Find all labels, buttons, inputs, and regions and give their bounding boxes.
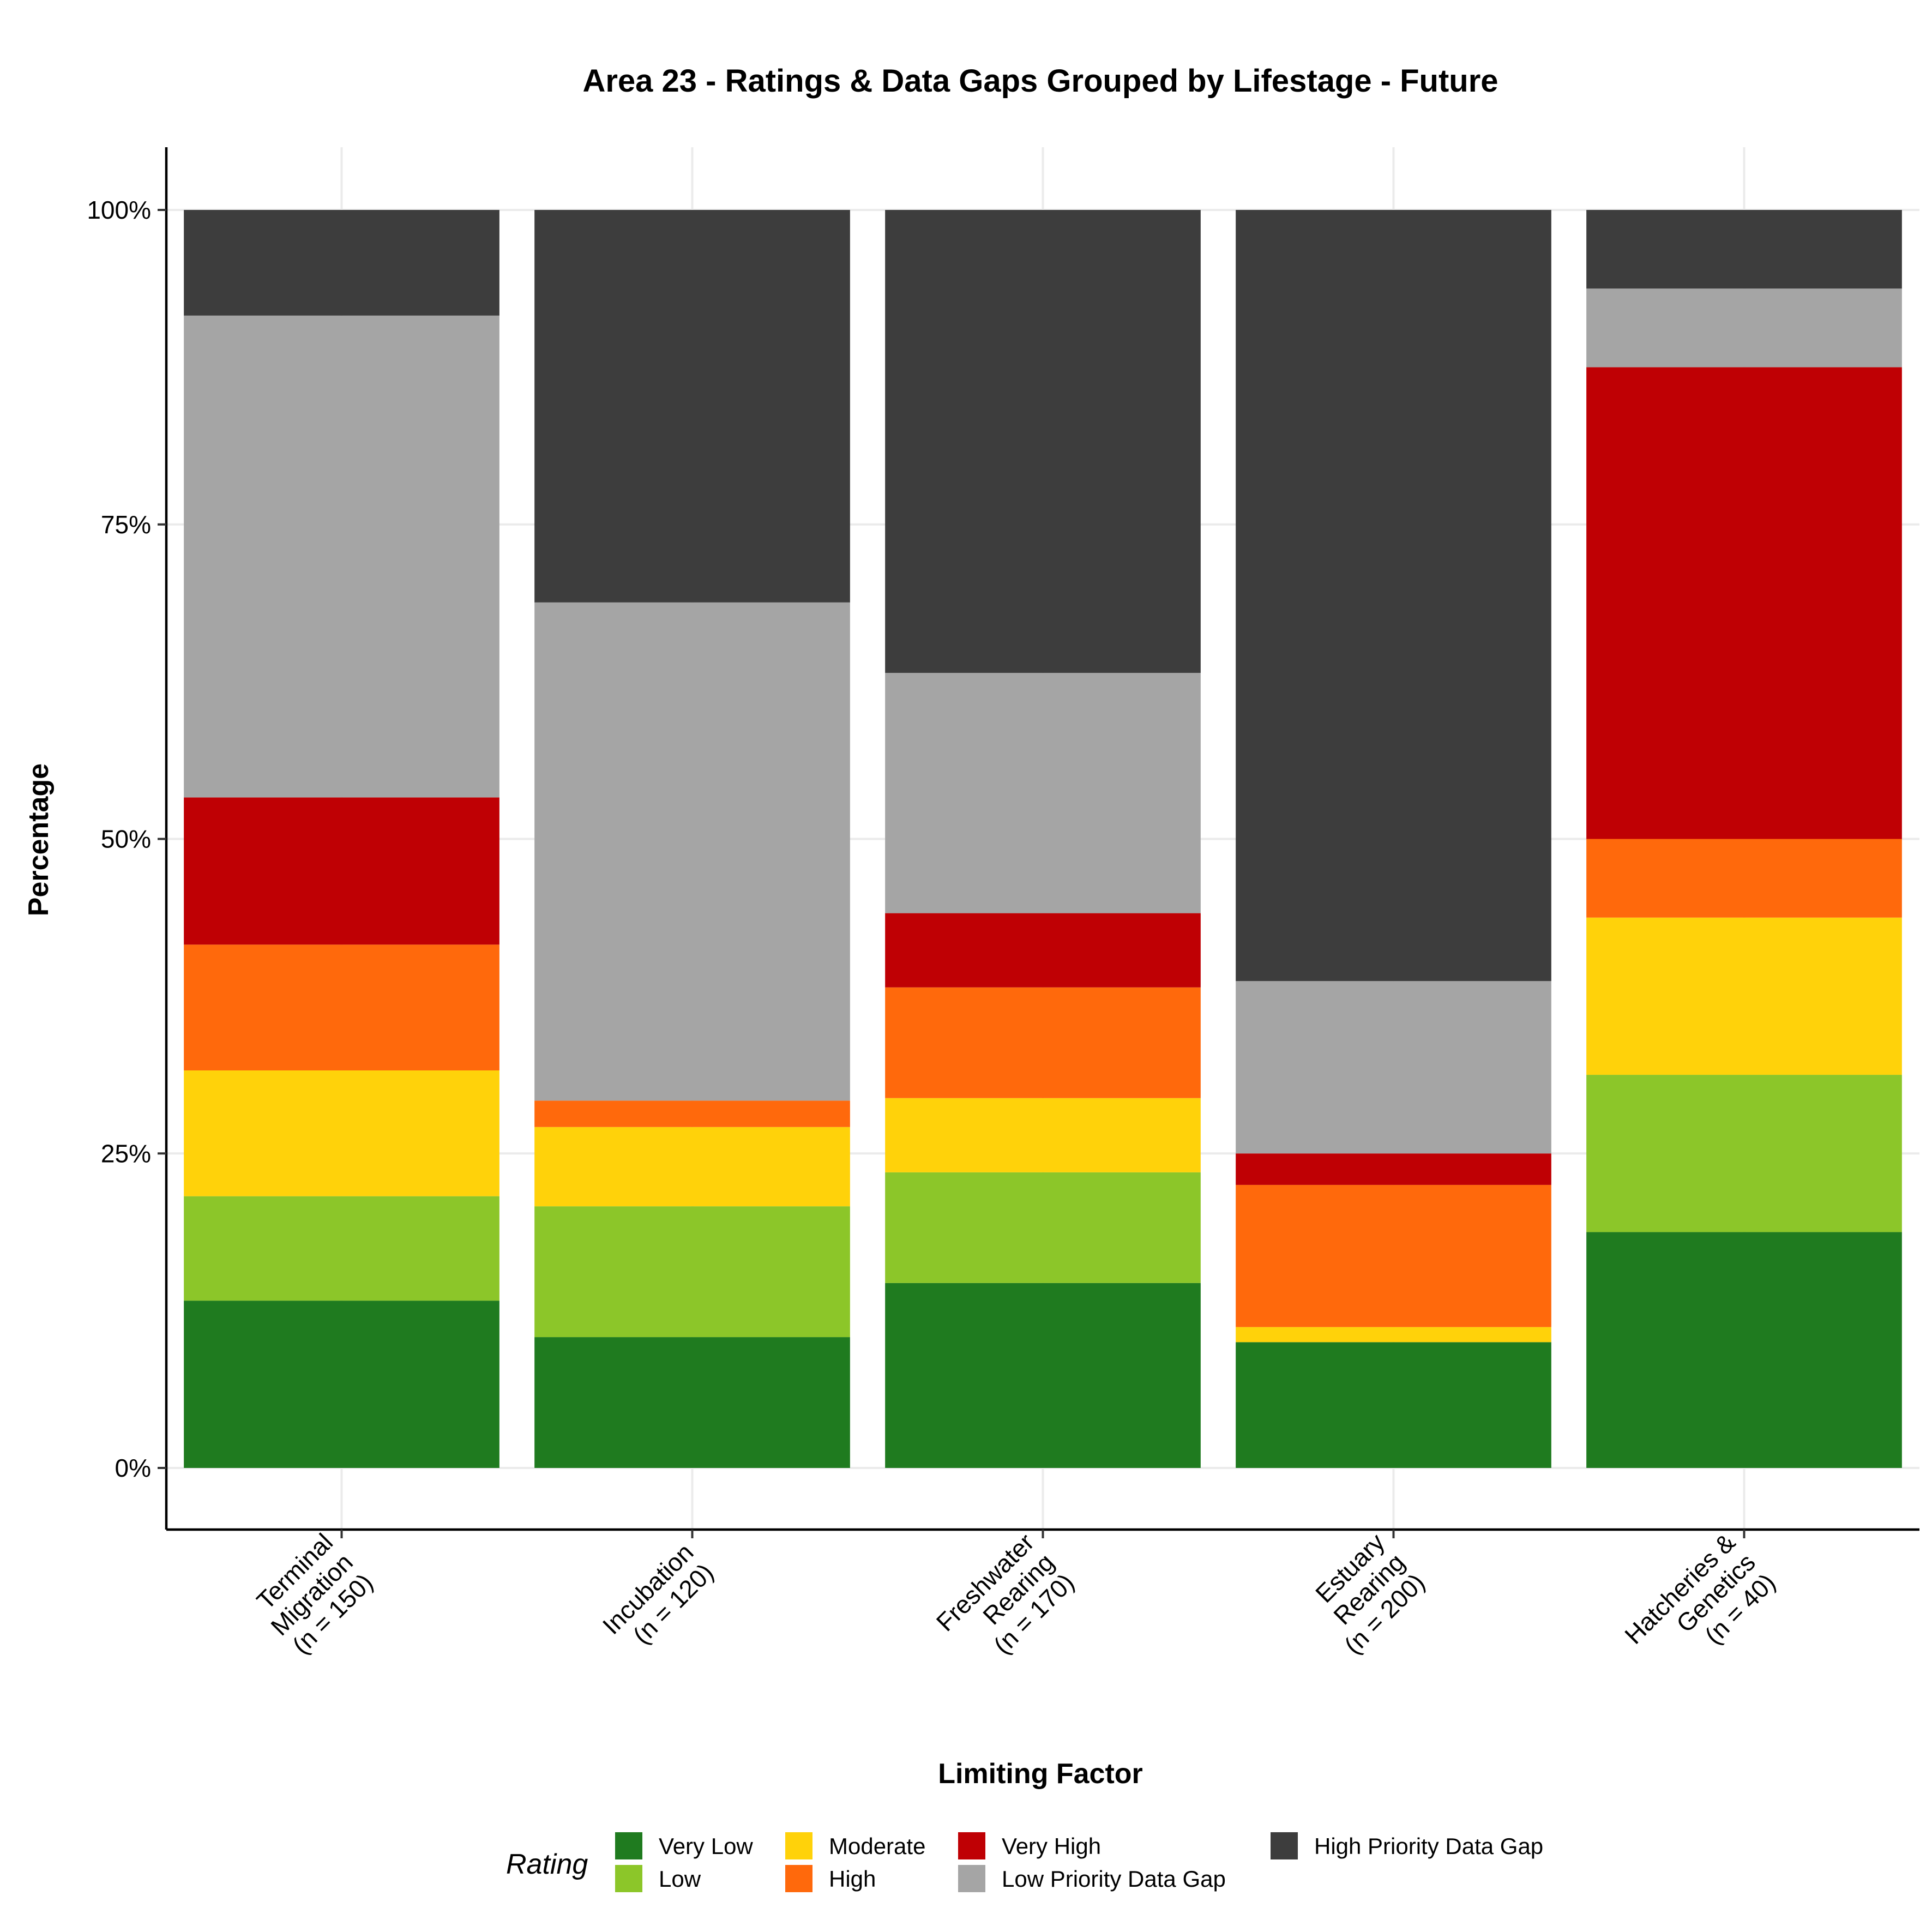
y-tick-label: 0%: [115, 1454, 151, 1482]
bar-segment: [885, 1098, 1201, 1172]
y-tick-label: 100%: [87, 196, 151, 224]
bar-segment: [184, 944, 499, 1070]
bar-segment: [534, 1206, 850, 1338]
bar-segment: [184, 210, 499, 316]
legend-swatch: [615, 1832, 642, 1859]
legend-label: High Priority Data Gap: [1314, 1833, 1543, 1859]
legend-label: High: [829, 1866, 876, 1892]
bar-segment: [1236, 1184, 1551, 1327]
bar-segment: [885, 1172, 1201, 1283]
legend-swatch: [958, 1865, 985, 1892]
y-tick-label: 50%: [101, 825, 151, 853]
legend-swatch: [615, 1865, 642, 1892]
legend-swatch: [785, 1832, 812, 1859]
bar-segment: [1586, 367, 1902, 839]
legend-title: Rating: [506, 1849, 588, 1880]
legend-label: Low Priority Data Gap: [1002, 1866, 1226, 1892]
legend-item: Low: [615, 1865, 701, 1892]
bar-segment: [1236, 1327, 1551, 1343]
y-tick-label: 25%: [101, 1139, 151, 1167]
bar-segment: [1586, 288, 1902, 368]
svg-text:Hatcheries &Genetics(n = 40): Hatcheries &Genetics(n = 40): [1619, 1528, 1781, 1690]
bar-segment: [885, 987, 1201, 1098]
y-axis-title: Percentage: [23, 763, 55, 916]
bar-segment: [1236, 210, 1551, 982]
legend-item: High Priority Data Gap: [1271, 1832, 1543, 1859]
bar-segment: [1586, 839, 1902, 918]
legend-swatch: [1271, 1832, 1298, 1859]
x-tick-label: EstuaryRearing(n = 200): [1298, 1528, 1430, 1659]
y-tick-label: 75%: [101, 510, 151, 539]
svg-text:TerminalMigration(n = 150): TerminalMigration(n = 150): [245, 1528, 378, 1661]
bar-segment: [885, 210, 1201, 673]
bar-segment: [1586, 210, 1902, 289]
legend-item: Very High: [958, 1832, 1101, 1859]
legend-label: Low: [659, 1866, 701, 1892]
bar-segment: [1586, 917, 1902, 1075]
legend-swatch: [958, 1832, 985, 1859]
bar-segment: [534, 1127, 850, 1207]
bar-segment: [184, 797, 499, 945]
legend-item: Moderate: [785, 1832, 925, 1859]
x-tick-label: FreshwaterRearing(n = 170): [931, 1528, 1080, 1677]
legend: Rating Very Low Low Moderate High Very High L…: [506, 1832, 1543, 1892]
bar-segment: [1236, 1153, 1551, 1185]
x-axis-title: Limiting Factor: [938, 1758, 1143, 1790]
x-tick-label: Incubation(n = 120): [597, 1538, 719, 1660]
bar-segment: [885, 1283, 1201, 1468]
bar-segment: [184, 1196, 499, 1301]
bar-segment: [534, 1337, 850, 1468]
bar-segment: [534, 210, 850, 603]
bars: [184, 210, 1902, 1468]
svg-text:FreshwaterRearing(n = 170): FreshwaterRearing(n = 170): [931, 1528, 1080, 1677]
chart-title: Area 23 - Ratings & Data Gaps Grouped by…: [582, 63, 1498, 99]
legend-label: Very Low: [659, 1833, 753, 1859]
legend-item: Low Priority Data Gap: [958, 1865, 1226, 1892]
legend-swatch: [785, 1865, 812, 1892]
bar-segment: [1236, 1342, 1551, 1468]
bar-segment: [1586, 1075, 1902, 1232]
bar-segment: [184, 1070, 499, 1196]
bar-segment: [1586, 1232, 1902, 1468]
svg-text:EstuaryRearing(n = 200): EstuaryRearing(n = 200): [1298, 1528, 1430, 1659]
bar-segment: [885, 672, 1201, 913]
svg-text:Incubation(n = 120): Incubation(n = 120): [597, 1538, 719, 1660]
legend-item: Very Low: [615, 1832, 753, 1859]
legend-item: High: [785, 1865, 876, 1892]
x-tick-label: Hatcheries &Genetics(n = 40): [1619, 1528, 1781, 1690]
bar-segment: [534, 1100, 850, 1127]
legend-label: Very High: [1002, 1833, 1101, 1859]
bar-segment: [1236, 981, 1551, 1154]
bar-segment: [184, 1301, 499, 1468]
bar-segment: [184, 315, 499, 798]
x-tick-label: TerminalMigration(n = 150): [245, 1528, 378, 1661]
bar-segment: [534, 602, 850, 1101]
legend-label: Moderate: [829, 1833, 925, 1859]
bar-segment: [885, 913, 1201, 988]
